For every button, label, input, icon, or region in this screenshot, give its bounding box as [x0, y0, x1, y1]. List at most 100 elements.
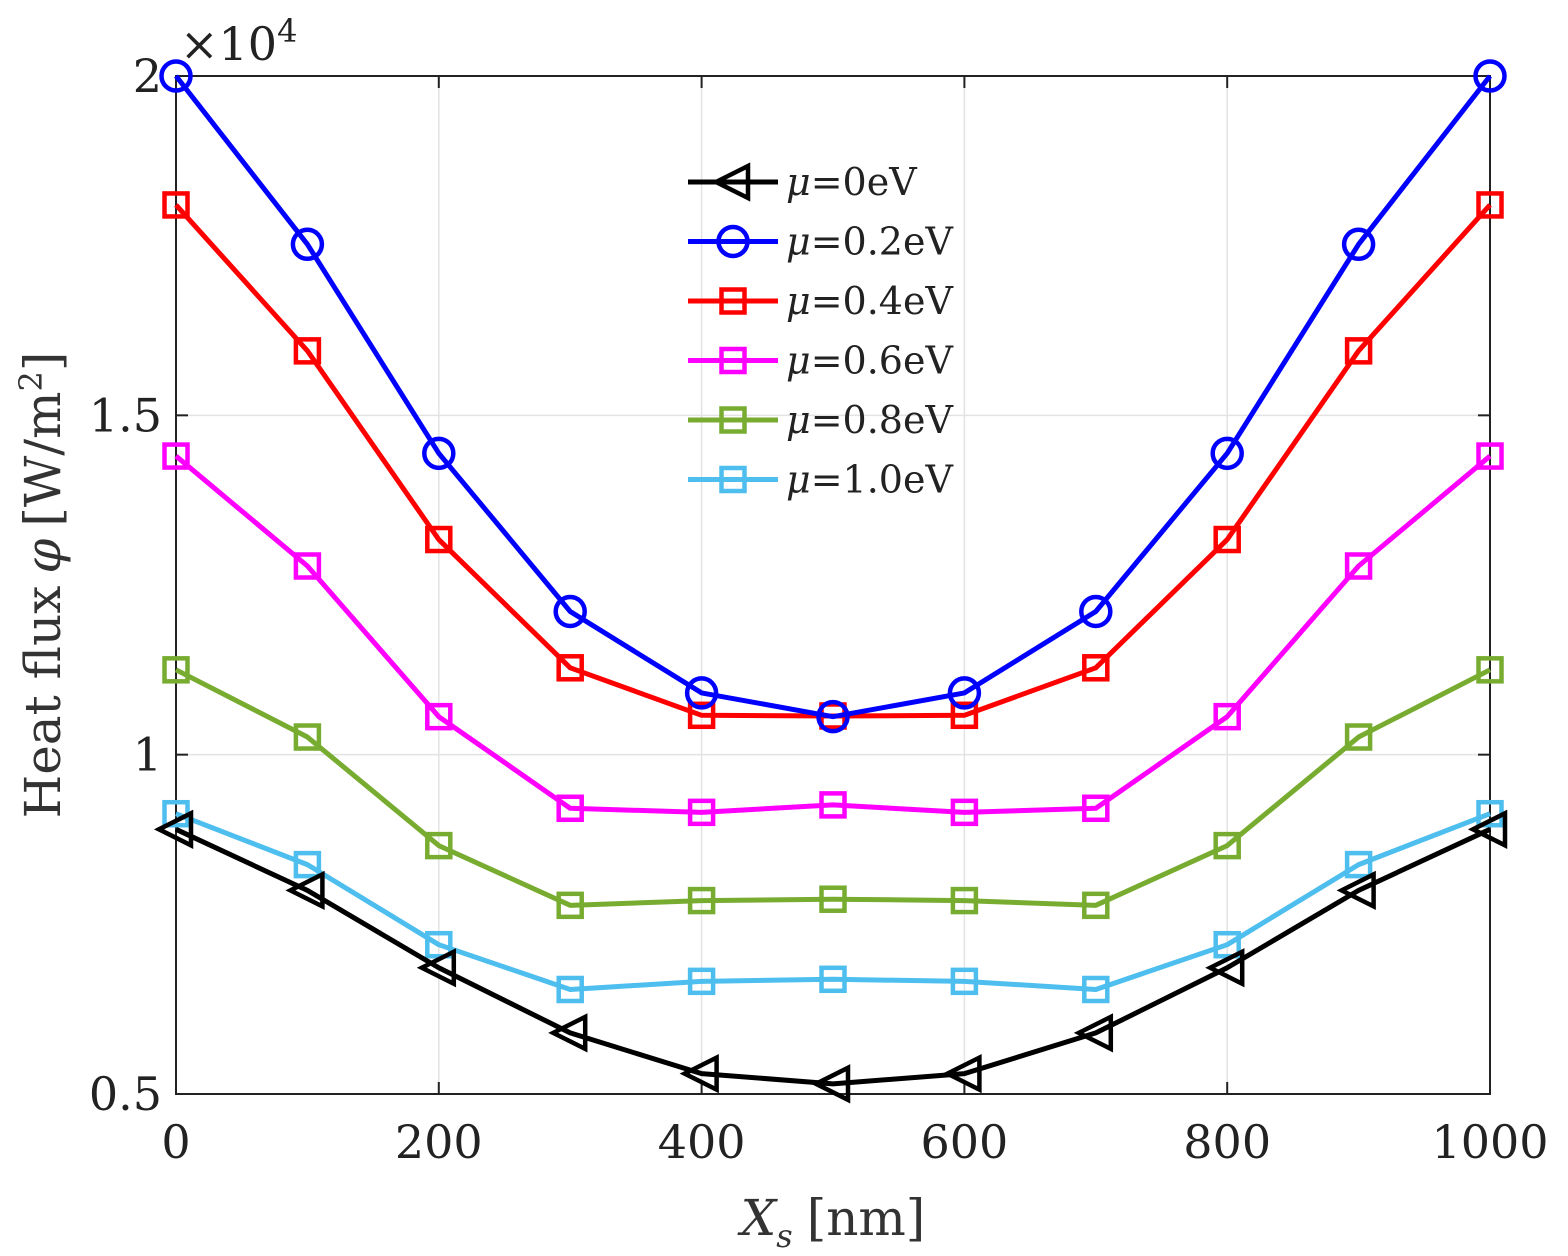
data-point: [1341, 227, 1376, 262]
legend-label-mu: μ: [786, 398, 811, 442]
data-point: [947, 676, 982, 710]
data-point: [1213, 702, 1241, 731]
x-tick-label: 600: [920, 1115, 1008, 1169]
data-point: [425, 525, 453, 554]
data-point: [687, 886, 716, 915]
data-point: [422, 436, 456, 471]
data-point: [556, 794, 584, 823]
data-point: [810, 1064, 851, 1104]
legend-marker: [719, 406, 747, 434]
data-point: [416, 948, 457, 988]
data-point: [1344, 723, 1373, 751]
data-point: [1473, 59, 1507, 93]
legend-label-value: =0eV: [811, 160, 918, 204]
data-point: [1344, 850, 1373, 879]
data-point: [425, 831, 453, 860]
legend-entry: μ=0.8eV: [688, 398, 953, 442]
legend-label-value: =0.6eV: [811, 339, 954, 383]
data-point: [556, 891, 584, 920]
legend-marker: [719, 346, 747, 375]
data-point: [679, 1053, 719, 1094]
data-point: [553, 594, 587, 629]
data-point: [816, 699, 850, 734]
legend-marker: [719, 465, 747, 494]
y-axis-label: Heat fluxφ[W/m2]: [12, 352, 72, 819]
data-point: [1344, 337, 1373, 365]
data-point: [1476, 191, 1504, 219]
data-point: [1210, 436, 1244, 471]
legend-label-mu: μ: [786, 160, 811, 204]
data-point: [556, 975, 584, 1004]
data-point: [290, 227, 325, 262]
data-point: [1082, 975, 1110, 1004]
data-point: [1073, 1013, 1114, 1053]
data-point: [556, 654, 584, 682]
legend-label: μ=0.6eV: [786, 339, 953, 383]
series-group: [162, 799, 1504, 1004]
data-point: [942, 1053, 982, 1094]
data-point: [285, 870, 325, 911]
data-point: [153, 809, 194, 849]
series-line: [174, 667, 1492, 908]
series-line: [174, 74, 1492, 720]
data-point: [159, 59, 193, 93]
series-group: [153, 809, 1508, 1104]
data-point: [1344, 552, 1373, 580]
x-tick-label: 200: [395, 1115, 483, 1169]
data-point: [687, 967, 716, 996]
data-point: [293, 723, 322, 751]
x-tick-label: 400: [658, 1115, 746, 1169]
legend-label: μ=1.0eV: [786, 458, 953, 502]
data-point: [950, 886, 979, 915]
data-point: [950, 701, 979, 730]
data-point: [293, 552, 322, 580]
legend-entry: μ=0.2eV: [688, 220, 953, 264]
data-point: [819, 885, 847, 913]
x-tick-label: 800: [1183, 1115, 1271, 1169]
data-point: [162, 442, 190, 470]
data-point: [293, 337, 322, 365]
y-exponent-label: ×104: [180, 12, 297, 71]
legend-entry: μ=1.0eV: [688, 458, 953, 502]
data-point: [1082, 794, 1110, 823]
data-point: [687, 798, 716, 827]
data-point: [1476, 442, 1504, 470]
data-point: [684, 676, 719, 710]
legend-label-mu: μ: [786, 458, 811, 502]
series-line: [174, 454, 1492, 815]
data-point: [425, 702, 453, 731]
data-point: [1213, 831, 1241, 860]
series-group: [162, 442, 1504, 827]
series-line: [175, 811, 1491, 992]
data-point: [162, 656, 190, 684]
series-group: [159, 59, 1507, 734]
y-tick-label: 2: [133, 49, 162, 103]
legend-label: μ=0.2eV: [786, 220, 953, 264]
data-point: [1079, 594, 1113, 629]
data-point: [819, 791, 847, 819]
data-point: [1476, 656, 1504, 684]
data-point: [548, 1013, 588, 1053]
legend-marker: [710, 162, 751, 202]
x-axis-label: Xs [nm]: [737, 1189, 926, 1255]
legend-entry: μ=0eV: [688, 160, 917, 204]
data-point: [950, 798, 979, 827]
legend-entry: μ=0.6eV: [688, 339, 953, 383]
legend-label-value: =0.2eV: [811, 220, 954, 264]
legend-label-mu: μ: [786, 339, 811, 383]
data-point: [1082, 891, 1110, 920]
data-point: [1467, 809, 1508, 849]
data-point: [1205, 948, 1245, 988]
legend-entry: μ=0.4eV: [688, 279, 953, 323]
y-tick-label: 0.5: [89, 1067, 162, 1121]
legend-label: μ=0.8eV: [786, 398, 953, 442]
data-series: [153, 59, 1508, 1104]
data-point: [1336, 870, 1376, 911]
data-point: [819, 965, 847, 994]
data-point: [162, 191, 190, 219]
series-group: [162, 656, 1504, 920]
data-point: [687, 701, 716, 730]
data-point: [1213, 930, 1241, 959]
